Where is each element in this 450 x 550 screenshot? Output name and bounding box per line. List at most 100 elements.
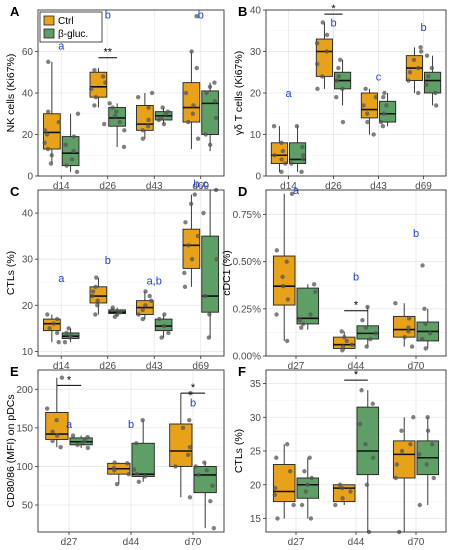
y-tick-label: 0.75%	[233, 210, 261, 221]
data-point	[381, 111, 387, 116]
data-point	[212, 80, 217, 85]
box-β-gluc.-d70	[416, 415, 440, 508]
data-point	[344, 338, 349, 344]
data-point	[274, 312, 279, 317]
plot-frame	[37, 9, 225, 177]
data-point	[214, 256, 219, 262]
x-tick-label: d43	[146, 361, 163, 372]
y-tick-label: 0.50%	[233, 257, 261, 268]
data-point	[406, 316, 412, 321]
data-point	[93, 284, 98, 290]
data-point	[365, 119, 370, 125]
box-β-gluc.-d69	[201, 187, 219, 340]
data-point	[95, 303, 100, 308]
panel-e: E 50 100 150 200 * * a b b d27 d44 d70 CD80/86 (MFI) …	[5, 364, 225, 548]
data-point	[311, 282, 317, 287]
box-Ctrl-d26	[314, 20, 333, 92]
panel-f: F 15 20 25 30 35 * d27 d44 d70 CTLs (%)	[233, 364, 447, 548]
group-letter: a	[58, 273, 65, 285]
data-point	[213, 115, 219, 121]
legend: Ctrl β-gluc.	[39, 11, 103, 43]
group-letter: a	[293, 185, 300, 197]
x-tick-label: d44	[123, 537, 140, 548]
y-tick-label: 30	[250, 47, 262, 58]
panel-letter: A	[10, 4, 20, 19]
data-point	[384, 103, 389, 108]
group-letter: b	[128, 419, 134, 431]
data-point	[342, 334, 347, 340]
box-Ctrl-d70	[392, 300, 416, 349]
y-tick-label: 20	[250, 480, 262, 491]
box-Ctrl-d26	[89, 275, 108, 317]
data-point	[340, 86, 345, 92]
y-tick-label: 15	[250, 514, 262, 525]
y-tick-label: 50	[22, 501, 34, 512]
legend-swatch	[43, 28, 55, 39]
y-tick-label: 0	[255, 172, 261, 183]
data-point	[308, 516, 314, 521]
box-Ctrl-d43	[360, 86, 379, 137]
x-tick-label: d27	[288, 361, 305, 372]
x-tick-label: d69	[192, 361, 209, 372]
box	[136, 104, 154, 131]
data-point	[279, 140, 284, 145]
data-point	[56, 339, 61, 345]
data-point	[425, 428, 431, 433]
group-letter: b	[413, 228, 419, 240]
data-point	[147, 293, 152, 299]
data-point	[100, 74, 106, 79]
y-tick-label: 35	[250, 379, 262, 390]
data-point	[303, 489, 308, 494]
box	[315, 38, 333, 77]
data-point	[206, 335, 212, 340]
data-point	[393, 300, 398, 306]
box-β-gluc.-d26	[334, 57, 352, 125]
data-point	[315, 86, 320, 92]
data-point	[363, 442, 368, 447]
data-point	[273, 485, 278, 491]
data-point	[193, 464, 198, 469]
box-β-gluc.-d44	[356, 304, 380, 349]
data-point	[433, 103, 439, 108]
data-point	[114, 481, 120, 487]
data-point	[411, 57, 417, 62]
y-tick-label: 100	[16, 462, 33, 473]
data-point	[422, 306, 427, 312]
data-point	[417, 502, 422, 508]
box-β-gluc.-d27	[296, 455, 320, 521]
y-tick-label: 40	[22, 89, 34, 100]
data-point	[161, 121, 167, 127]
box-Ctrl-d43	[136, 289, 154, 322]
data-point	[373, 331, 378, 336]
box	[182, 228, 201, 269]
data-point	[201, 210, 206, 216]
data-point	[50, 438, 55, 444]
data-point	[433, 90, 438, 96]
box	[332, 484, 356, 503]
data-point	[58, 444, 63, 450]
data-point	[93, 312, 98, 317]
panel-letter: C	[10, 184, 20, 199]
data-point	[423, 321, 428, 327]
y-tick-label: 20	[22, 130, 34, 141]
box-β-gluc.-d69	[424, 53, 442, 108]
y-tick-label: 20	[250, 89, 262, 100]
data-point	[192, 192, 197, 197]
data-point	[44, 132, 50, 137]
y-tick-label: 0.25%	[233, 304, 261, 315]
significance-label: *	[191, 382, 196, 394]
significance-label: **	[103, 47, 112, 59]
data-point	[364, 482, 370, 487]
data-point	[113, 113, 118, 119]
data-point	[291, 502, 296, 508]
data-point	[114, 312, 120, 317]
data-point	[182, 270, 187, 276]
data-point	[207, 312, 212, 317]
data-point	[300, 157, 306, 162]
data-point	[394, 462, 400, 467]
data-point	[204, 468, 209, 473]
data-point	[190, 111, 196, 116]
data-point	[402, 334, 407, 340]
data-point	[131, 467, 137, 472]
box-β-gluc.-d26	[108, 305, 126, 320]
